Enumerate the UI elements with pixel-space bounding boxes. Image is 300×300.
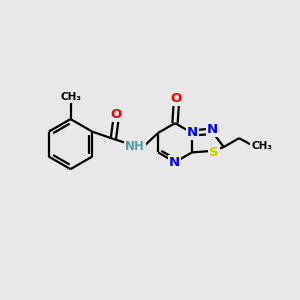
Text: O: O [110,108,122,121]
Text: CH₃: CH₃ [60,92,81,102]
Text: NH: NH [125,140,145,153]
Text: CH₃: CH₃ [251,141,272,152]
Text: N: N [207,123,218,136]
Text: S: S [209,146,219,159]
Text: N: N [169,156,180,169]
Text: O: O [171,92,182,105]
Text: N: N [187,126,198,139]
